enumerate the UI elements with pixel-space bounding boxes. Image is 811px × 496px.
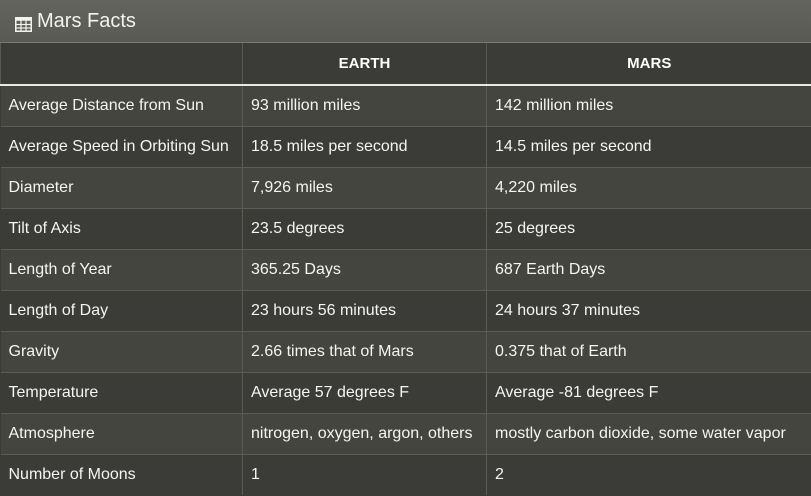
table-row: Temperature Average 57 degrees F Average -… [0,371,811,413]
fact-label-cell: Average Speed in Orbiting Sun [0,125,243,167]
earth-value-cell: 93 million miles [242,84,487,126]
fact-label-cell: Gravity [0,330,243,372]
mars-value-cell: 2 [486,453,811,495]
fact-label-cell: Diameter [0,166,243,208]
table-row: Average Speed in Orbiting Sun 18.5 miles … [0,125,811,167]
table-row: Length of Day 23 hours 56 minutes 24 hours… [0,289,811,331]
fact-label-cell: Atmosphere [0,412,243,454]
table-row: Atmosphere nitrogen, oxygen, argon, other… [0,412,811,454]
mars-value-cell: 24 hours 37 minutes [486,289,811,331]
table-icon [15,15,32,32]
earth-value-cell: 7,926 miles [242,166,487,208]
fact-label-cell: Tilt of Axis [0,207,243,249]
table-header-row: EARTH MARS [0,43,811,86]
earth-value-cell: Average 57 degrees F [242,371,487,413]
mars-value-cell: Average -81 degrees F [486,371,811,413]
fact-label-cell: Length of Day [0,289,243,331]
earth-value-cell: 23.5 degrees [242,207,487,249]
header-mars: MARS [486,43,811,86]
mars-value-cell: 25 degrees [486,207,811,249]
table-row: Number of Moons 1 2 [0,453,811,495]
earth-value-cell: 365.25 Days [242,248,487,290]
mars-value-cell: 142 million miles [486,84,811,126]
fact-label-cell: Temperature [0,371,243,413]
earth-value-cell: 18.5 miles per second [242,125,487,167]
fact-label-cell: Number of Moons [0,453,243,495]
table-row: Gravity 2.66 times that of Mars 0.375 that… [0,330,811,372]
header-earth: EARTH [242,43,487,86]
mars-value-cell: 14.5 miles per second [486,125,811,167]
mars-value-cell: 687 Earth Days [486,248,811,290]
table-row: Tilt of Axis 23.5 degrees 25 degrees [0,207,811,249]
table-row: Length of Year 365.25 Days 687 Earth Days [0,248,811,290]
earth-value-cell: 2.66 times that of Mars [242,330,487,372]
table-row: Average Distance from Sun 93 million mile… [0,84,811,126]
mars-value-cell: 0.375 that of Earth [486,330,811,372]
panel-title: Mars Facts [37,9,136,32]
fact-label-cell: Length of Year [0,248,243,290]
earth-value-cell: nitrogen, oxygen, argon, others [242,412,487,454]
mars-value-cell: 4,220 miles [486,166,811,208]
header-label [0,43,243,86]
panel-heading: Mars Facts [0,0,811,43]
fact-label-cell: Average Distance from Sun [0,84,243,126]
table-row: Diameter 7,926 miles 4,220 miles [0,166,811,208]
mars-value-cell: mostly carbon dioxide, some water vapor [486,412,811,454]
table-body: Average Distance from Sun 93 million mile… [0,84,811,495]
earth-value-cell: 1 [242,453,487,495]
earth-value-cell: 23 hours 56 minutes [242,289,487,331]
facts-table: EARTH MARS Average Distance from Sun 93 m… [0,43,811,495]
